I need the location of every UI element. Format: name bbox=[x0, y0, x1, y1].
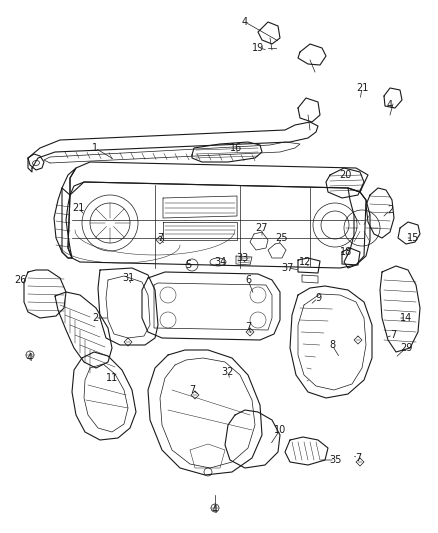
Text: 4: 4 bbox=[27, 353, 33, 363]
Text: 9: 9 bbox=[315, 293, 321, 303]
Text: 33: 33 bbox=[236, 253, 248, 263]
Text: 7: 7 bbox=[390, 330, 396, 340]
Text: 29: 29 bbox=[400, 343, 412, 353]
Text: 27: 27 bbox=[256, 223, 268, 233]
Text: 10: 10 bbox=[274, 425, 286, 435]
Text: 25: 25 bbox=[276, 233, 288, 243]
Text: 7: 7 bbox=[189, 385, 195, 395]
Text: 31: 31 bbox=[122, 273, 134, 283]
Text: 7: 7 bbox=[157, 233, 163, 243]
Text: 21: 21 bbox=[356, 83, 368, 93]
Text: 37: 37 bbox=[282, 263, 294, 273]
Text: 32: 32 bbox=[222, 367, 234, 377]
Text: 2: 2 bbox=[387, 205, 393, 215]
Text: 7: 7 bbox=[355, 453, 361, 463]
Text: 4: 4 bbox=[212, 505, 218, 515]
Text: 34: 34 bbox=[214, 257, 226, 267]
Text: 19: 19 bbox=[252, 43, 264, 53]
Text: 26: 26 bbox=[14, 275, 26, 285]
Text: 14: 14 bbox=[400, 313, 412, 323]
Text: 5: 5 bbox=[185, 260, 191, 270]
Text: 1: 1 bbox=[92, 143, 98, 153]
Text: 35: 35 bbox=[329, 455, 341, 465]
Text: 12: 12 bbox=[299, 257, 311, 267]
Text: 11: 11 bbox=[106, 373, 118, 383]
Text: 15: 15 bbox=[407, 233, 419, 243]
Text: 7: 7 bbox=[245, 322, 251, 332]
Text: 18: 18 bbox=[340, 247, 352, 257]
Text: 4: 4 bbox=[387, 100, 393, 110]
Text: 20: 20 bbox=[339, 170, 351, 180]
Text: 21: 21 bbox=[72, 203, 84, 213]
Text: 16: 16 bbox=[230, 143, 242, 153]
Text: 8: 8 bbox=[329, 340, 335, 350]
Text: 6: 6 bbox=[245, 275, 251, 285]
Text: 2: 2 bbox=[92, 313, 98, 323]
Text: 4: 4 bbox=[242, 17, 248, 27]
